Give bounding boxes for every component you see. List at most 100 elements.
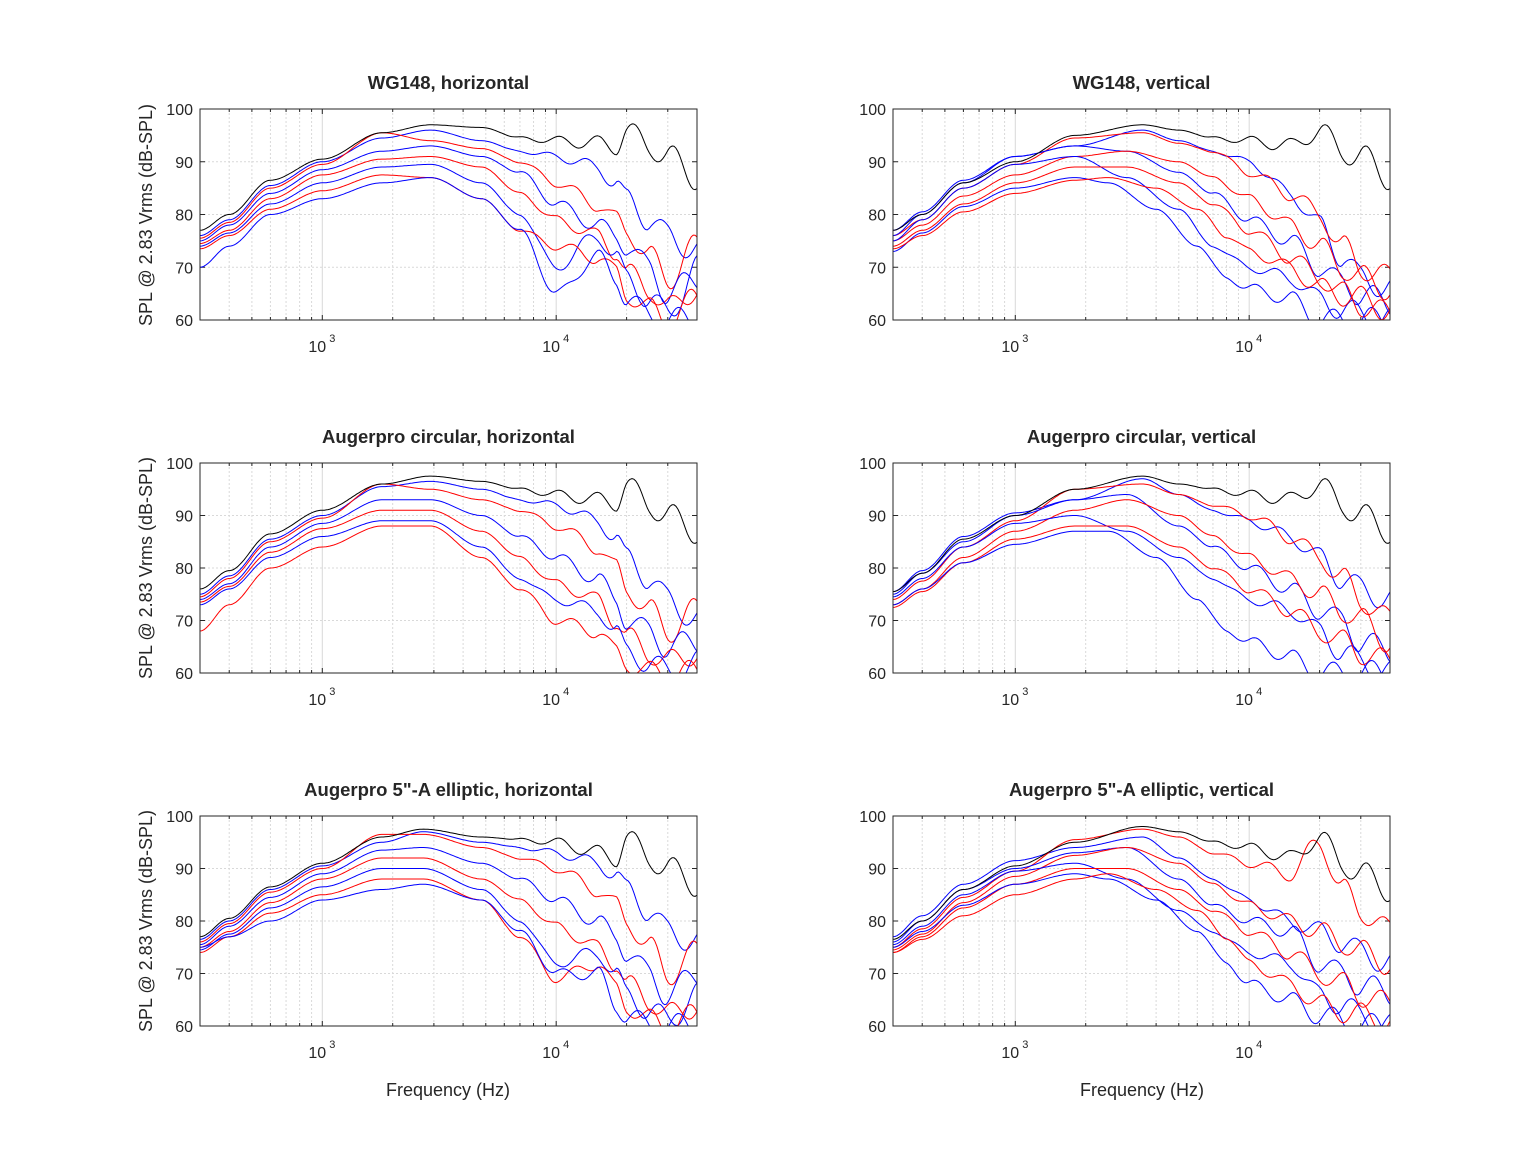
x-tick-exponent: 3	[329, 1039, 335, 1051]
series-line-black	[200, 828, 697, 938]
series-group	[200, 123, 697, 320]
series-group	[200, 828, 697, 1026]
axes-box	[199, 462, 698, 674]
series-line-red	[893, 150, 1390, 301]
series-line-red	[893, 177, 1390, 320]
series-line-black	[893, 124, 1390, 231]
subplot-title: WG148, vertical	[1073, 72, 1211, 93]
series-line-red	[893, 868, 1390, 1008]
y-axis-label-row3: SPL @ 2.83 Vrms (dB-SPL)	[136, 810, 156, 1032]
series-line-red	[200, 525, 697, 673]
y-tick-label: 60	[868, 313, 886, 330]
axes-box	[892, 462, 1391, 674]
y-tick-label: 80	[868, 561, 886, 578]
series-line-blue	[200, 177, 689, 320]
y-tick-label: 100	[859, 102, 886, 119]
x-tick-exponent: 4	[1256, 686, 1262, 698]
y-tick-label: 100	[859, 456, 886, 473]
y-tick-label: 80	[175, 208, 193, 225]
y-tick-label: 60	[175, 666, 193, 683]
series-line-red	[200, 483, 697, 643]
series-line-blue	[200, 520, 697, 673]
subplot-title: Augerpro circular, horizontal	[322, 426, 575, 447]
series-line-red	[200, 156, 697, 306]
series-group	[200, 475, 697, 673]
x-tick-label: 10	[542, 1045, 560, 1062]
series-line-red	[200, 132, 697, 290]
series-line-red	[200, 878, 697, 1026]
series-line-red	[200, 833, 697, 986]
y-tick-label: 90	[868, 509, 886, 526]
x-tick-label: 10	[1235, 1045, 1253, 1062]
series-line-blue	[200, 883, 689, 1026]
x-tick-exponent: 4	[563, 686, 569, 698]
x-tick-exponent: 4	[1256, 1039, 1262, 1051]
series-line-blue	[893, 862, 1390, 1026]
series-line-blue	[200, 480, 697, 626]
x-tick-label: 10	[542, 339, 560, 356]
series-line-blue	[200, 499, 697, 658]
series-line-red	[893, 166, 1390, 318]
series-line-blue	[893, 836, 1390, 972]
y-tick-label: 70	[868, 614, 886, 631]
axes-box	[199, 815, 698, 1027]
y-tick-label: 60	[868, 1019, 886, 1036]
x-tick-label: 10	[1001, 692, 1019, 709]
y-tick-label: 90	[175, 155, 193, 172]
series-line-blue	[200, 129, 697, 259]
subplot-title: Augerpro 5"-A elliptic, vertical	[1009, 779, 1274, 800]
axes-box	[892, 108, 1391, 321]
x-tick-label: 10	[542, 692, 560, 709]
series-line-blue	[893, 494, 1390, 663]
y-tick-label: 100	[166, 102, 193, 119]
subplot-title: WG148, horizontal	[368, 72, 529, 93]
y-tick-label: 70	[868, 260, 886, 277]
series-group	[893, 826, 1390, 1026]
y-tick-label: 100	[166, 809, 193, 826]
x-tick-label: 10	[308, 1045, 326, 1062]
series-group	[893, 124, 1390, 320]
y-tick-label: 100	[859, 809, 886, 826]
series-line-blue	[200, 847, 697, 1006]
y-tick-label: 90	[868, 155, 886, 172]
x-tick-exponent: 3	[329, 333, 335, 345]
x-tick-exponent: 4	[563, 1039, 569, 1051]
series-line-black	[893, 475, 1390, 593]
y-axis-label-row2: SPL @ 2.83 Vrms (dB-SPL)	[136, 457, 156, 679]
y-tick-label: 70	[175, 614, 193, 631]
x-tick-label: 10	[1235, 692, 1253, 709]
subplot-title: Augerpro circular, vertical	[1027, 426, 1256, 447]
x-tick-label: 10	[308, 692, 326, 709]
series-line-blue	[200, 831, 697, 951]
y-tick-label: 70	[868, 967, 886, 984]
y-tick-label: 80	[868, 914, 886, 931]
y-tick-label: 90	[175, 862, 193, 879]
x-tick-label: 10	[1235, 339, 1253, 356]
subplot-title: Augerpro 5"-A elliptic, horizontal	[304, 779, 593, 800]
series-line-red	[893, 847, 1390, 975]
series-line-red	[893, 525, 1390, 666]
series-line-blue	[893, 478, 1390, 609]
series-line-blue	[893, 129, 1390, 298]
axes-box	[892, 815, 1391, 1027]
y-axis-label-row1: SPL @ 2.83 Vrms (dB-SPL)	[136, 104, 156, 326]
series-line-blue	[893, 156, 1390, 320]
x-tick-label: 10	[1001, 1045, 1019, 1062]
x-tick-exponent: 3	[1022, 1039, 1028, 1051]
series-line-blue	[200, 145, 697, 304]
series-line-blue	[893, 177, 1382, 320]
y-tick-label: 60	[868, 666, 886, 683]
series-line-blue	[893, 530, 1382, 673]
x-tick-label: 10	[308, 339, 326, 356]
series-line-black	[200, 123, 697, 231]
y-tick-label: 80	[175, 914, 193, 931]
y-tick-label: 100	[166, 456, 193, 473]
x-axis-label-left: Frequency (Hz)	[386, 1080, 510, 1100]
series-line-blue	[893, 145, 1390, 315]
x-tick-exponent: 3	[329, 686, 335, 698]
